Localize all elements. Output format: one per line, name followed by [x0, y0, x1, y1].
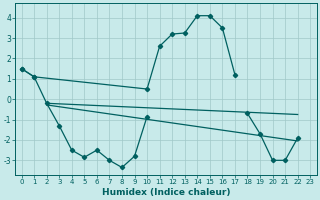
X-axis label: Humidex (Indice chaleur): Humidex (Indice chaleur)	[102, 188, 230, 197]
